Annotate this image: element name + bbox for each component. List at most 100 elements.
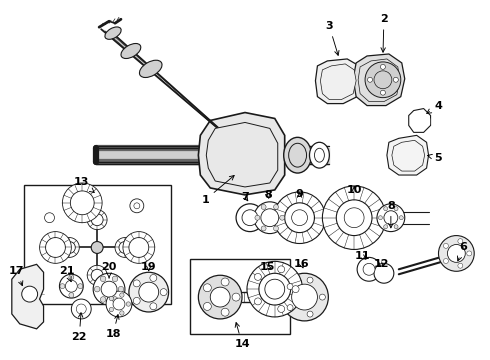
Polygon shape [387,135,429,175]
Ellipse shape [310,142,329,168]
Circle shape [384,207,388,211]
Text: 14: 14 [234,323,250,349]
Text: 8: 8 [264,190,271,200]
Text: 17: 17 [9,266,24,285]
Circle shape [384,225,388,229]
Circle shape [439,235,474,271]
Circle shape [273,204,278,210]
Text: 18: 18 [105,315,121,339]
Circle shape [78,284,83,289]
Circle shape [134,203,140,209]
Ellipse shape [105,27,121,39]
Circle shape [71,191,94,215]
Text: 7: 7 [241,192,249,202]
Circle shape [60,284,65,289]
Circle shape [91,214,103,226]
Circle shape [133,297,140,304]
Circle shape [210,287,230,307]
Ellipse shape [315,148,324,162]
Text: 10: 10 [346,185,362,195]
Circle shape [129,238,149,257]
Circle shape [273,226,278,231]
Circle shape [69,275,74,280]
Circle shape [368,77,372,82]
Text: 13: 13 [74,177,94,193]
Circle shape [221,278,229,286]
Circle shape [292,284,318,310]
Circle shape [259,273,291,305]
Circle shape [118,286,124,292]
Circle shape [62,183,102,223]
Circle shape [150,303,157,310]
Circle shape [380,90,386,95]
Circle shape [467,251,472,256]
Text: 8: 8 [387,201,395,228]
Circle shape [242,210,258,226]
Ellipse shape [284,137,312,173]
Circle shape [139,282,159,302]
Circle shape [45,213,54,223]
Ellipse shape [121,44,141,59]
Circle shape [150,274,157,282]
Circle shape [399,216,403,220]
Circle shape [374,264,394,283]
Circle shape [280,215,285,220]
Circle shape [129,272,169,312]
Circle shape [378,216,382,220]
Text: 12: 12 [373,259,389,269]
Circle shape [285,203,315,233]
Polygon shape [320,64,356,100]
Text: 1: 1 [201,175,234,205]
Circle shape [59,238,79,257]
Circle shape [287,305,293,311]
Polygon shape [101,29,230,138]
Circle shape [458,239,463,244]
Circle shape [265,279,285,299]
Circle shape [91,242,103,253]
Circle shape [203,302,211,310]
Circle shape [255,215,260,220]
Circle shape [281,273,328,321]
Polygon shape [12,264,44,329]
Circle shape [254,298,261,305]
Circle shape [120,293,124,297]
Circle shape [357,257,381,281]
Text: 20: 20 [101,262,117,278]
Circle shape [232,293,240,301]
Circle shape [394,207,398,211]
Circle shape [130,199,144,213]
Circle shape [115,238,135,257]
Text: 21: 21 [59,266,74,282]
Circle shape [221,308,229,316]
Text: 6: 6 [458,243,467,261]
Circle shape [365,62,401,98]
Circle shape [307,311,313,317]
Polygon shape [353,54,405,105]
Text: 9: 9 [295,189,303,199]
Circle shape [113,298,125,310]
Circle shape [46,238,65,257]
Circle shape [100,297,106,302]
Circle shape [65,280,77,292]
Circle shape [69,293,74,298]
Circle shape [247,261,302,317]
Circle shape [374,71,392,89]
Circle shape [377,204,405,231]
Circle shape [447,244,465,262]
Circle shape [100,276,106,282]
Circle shape [292,286,299,293]
Circle shape [95,286,100,292]
Circle shape [287,284,293,289]
Circle shape [254,202,286,234]
Circle shape [106,291,132,317]
Text: 4: 4 [427,100,442,113]
Circle shape [319,294,325,300]
Circle shape [380,64,386,69]
Circle shape [393,77,398,82]
Circle shape [40,231,72,264]
Circle shape [254,274,261,280]
Text: 3: 3 [325,21,339,55]
Circle shape [63,242,75,253]
Circle shape [336,200,372,235]
Circle shape [363,264,375,275]
